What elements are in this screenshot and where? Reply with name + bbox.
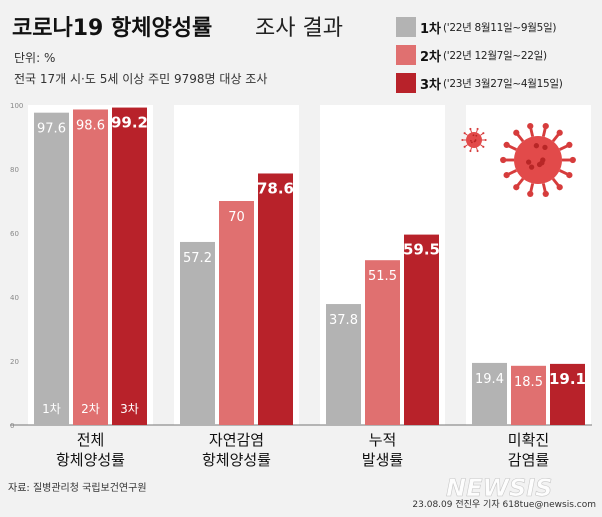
legend-period-1: ('22년 8월11일~9월5일) [443, 21, 557, 34]
y-tick-label: 100 [10, 102, 23, 110]
bar-series3-cat3 [404, 234, 439, 425]
category-label: 자연감염 [209, 431, 264, 449]
category-label: 전체 [77, 431, 105, 449]
legend-swatch-3 [396, 73, 416, 93]
category-label: 발생률 [362, 451, 404, 469]
legend-item-3: 3차 ('23년 3월27일~4월15일) [396, 72, 563, 94]
y-tick-label: 60 [10, 230, 19, 238]
unit-label: 단위: % [14, 51, 55, 65]
legend-swatch-2 [396, 45, 416, 65]
y-tick-label: 80 [10, 166, 19, 174]
bar-value-label: 59.5 [403, 241, 440, 259]
category-label: 감염률 [508, 451, 550, 469]
bar-series1-cat4 [472, 362, 507, 425]
legend: 1차 ('22년 8월11일~9월5일) 2차 ('22년 12월7일~22일)… [396, 10, 594, 98]
virus-icon-large [500, 122, 576, 198]
legend-name-1: 1차 [420, 21, 442, 37]
bar-value-label: 37.8 [329, 313, 358, 328]
legend-item-1: 1차 ('22년 8월11일~9월5일) [396, 16, 557, 38]
bar-series3-cat1 [112, 107, 147, 425]
bar-series2-cat1 [73, 109, 108, 425]
category-label: 누적 [369, 431, 397, 449]
credit-text: 23.08.09 전진우 기자 618tue@newsis.com [412, 499, 596, 510]
bar-series1-cat3 [326, 304, 361, 425]
virus-icon-small [461, 127, 487, 153]
bar-value-label: 98.6 [76, 118, 105, 133]
bar-series-inline-label: 2차 [81, 402, 100, 416]
y-tick-label: 20 [10, 358, 19, 366]
chart-title-light: 조사 결과 [255, 16, 343, 41]
bar-value-label: 78.6 [257, 179, 294, 197]
legend-name-2: 2차 [420, 49, 442, 65]
legend-name-3: 3차 [420, 77, 442, 93]
source-text: 자료: 질병관리청 국립보건연구원 [8, 481, 147, 494]
bar-value-label: 97.6 [37, 122, 66, 137]
legend-item-2: 2차 ('22년 12월7일~22일) [396, 44, 547, 66]
category-label: 항체양성률 [202, 451, 271, 469]
category-label: 미확진 [508, 431, 549, 449]
bar-series-inline-label: 1차 [42, 402, 61, 416]
bar-series2-cat2 [219, 201, 254, 425]
bar-value-label: 57.2 [183, 251, 212, 266]
y-tick-label: 40 [10, 294, 19, 302]
bar-value-label: 70 [228, 210, 245, 225]
legend-swatch-1 [396, 17, 416, 37]
bar-value-label: 18.5 [514, 375, 543, 390]
bar-value-label: 51.5 [368, 269, 397, 284]
bar-series3-cat2 [258, 173, 293, 425]
bar-series1-cat1 [34, 112, 69, 426]
chart-title-bold: 코로나19 항체양성률 [12, 16, 212, 41]
bar-value-label: 19.1 [549, 370, 586, 388]
survey-note: 전국 17개 시·도 5세 이상 주민 9798명 대상 조사 [14, 72, 267, 86]
bar-series2-cat3 [365, 260, 400, 425]
bar-series2-cat4 [511, 365, 546, 425]
bar-value-label: 99.2 [111, 114, 148, 132]
newsis-logo: NEWSIS [446, 474, 552, 502]
bar-series-inline-label: 3차 [120, 402, 139, 416]
legend-period-2: ('22년 12월7일~22일) [443, 49, 547, 62]
bar-series1-cat2 [180, 241, 215, 425]
bar-series3-cat4 [550, 363, 585, 425]
category-label: 항체양성률 [56, 451, 125, 469]
y-tick-label: 0 [10, 422, 14, 430]
bar-value-label: 19.4 [475, 372, 504, 387]
legend-period-3: ('23년 3월27일~4월15일) [443, 77, 563, 90]
